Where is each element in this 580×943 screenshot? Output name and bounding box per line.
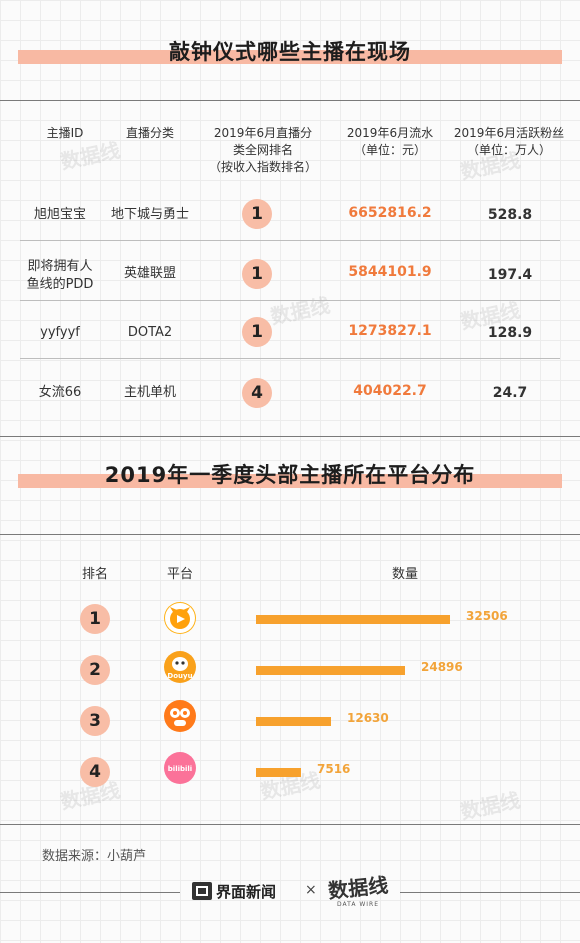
header-platform: 平台 [166,567,193,582]
divider [400,892,580,893]
revenue-value: 404022.7 [353,383,427,399]
streamer-id: 女流66 [38,385,82,400]
jiemian-logo: 界面新闻 [192,880,276,902]
jiemian-name: 界面新闻 [216,882,277,901]
row-separator [20,358,560,359]
watermark: 数据线 [458,787,523,824]
rank-badge: 1 [242,199,272,229]
header-rank: 排名 [81,567,108,582]
qie-logo-icon [164,700,196,732]
title-highlight [18,474,562,488]
header-revenue: 2019年6月流水 （单位：元） [346,126,434,157]
rank-badge: 1 [80,604,110,634]
rank-badge: 4 [80,757,110,787]
svg-text:Douyu: Douyu [167,672,192,680]
divider [0,824,580,825]
douyu-logo-icon: Douyu [164,651,196,683]
bar [256,666,405,675]
stream-category: DOTA2 [127,325,173,340]
bar-value-label: 12630 [347,711,389,725]
datawire-logo: 数据线 DATA WIRE [327,872,390,908]
section2-title: 2019年一季度头部主播所在平台分布 [104,463,476,487]
row-separator [20,300,560,301]
bar-value-label: 7516 [317,762,351,776]
bilibili-logo-icon: bilibili [164,752,196,784]
revenue-value: 5844101.9 [348,264,432,280]
rank-badge: 1 [242,317,272,347]
times-sign: × [305,882,317,898]
divider [0,892,180,893]
header-rank: 2019年6月直播分 类全网排名 （按收入指数排名） [208,126,317,174]
rank-badge: 4 [242,378,272,408]
divider [0,100,580,101]
rank-badge: 2 [80,655,110,685]
bar-value-label: 24896 [421,660,463,674]
fans-value: 528.8 [487,207,533,223]
stream-category: 地下城与勇士 [110,207,189,222]
stream-category: 主机单机 [123,385,176,400]
bar [256,615,450,624]
watermark: 数据线 [268,292,333,329]
source-note: 数据来源：小葫芦 [42,849,147,864]
rank-badge: 1 [242,259,272,289]
streamer-id: yyfyyf [40,325,80,340]
datawire-name: 数据线 [327,872,390,904]
bar [256,768,301,777]
revenue-value: 1273827.1 [348,323,432,339]
fans-value: 128.9 [487,325,533,341]
jiemian-icon [192,882,212,900]
header-count: 数量 [391,567,418,582]
streamer-id: 旭旭宝宝 [33,207,86,222]
bar-value-label: 32506 [466,609,508,623]
revenue-value: 6652816.2 [348,205,432,221]
header-fans: 2019年6月活跃粉丝 （单位：万人） [453,126,565,157]
header-id: 主播ID [46,126,84,140]
datawire-sub: DATA WIRE [336,901,380,908]
fans-value: 24.7 [492,385,528,401]
header-category: 直播分类 [125,126,174,140]
section1-title: 敲钟仪式哪些主播在现场 [169,40,411,64]
huya-logo-icon [164,602,196,634]
streamer-id: 即将拥有人 鱼线的PDD [26,259,94,292]
svg-text:bilibili: bilibili [168,765,192,773]
fans-value: 197.4 [487,267,533,283]
title-highlight [18,50,562,64]
row-separator [20,240,560,241]
divider [0,436,580,437]
rank-badge: 3 [80,706,110,736]
stream-category: 英雄联盟 [123,266,176,281]
bar [256,717,331,726]
divider [0,534,580,535]
